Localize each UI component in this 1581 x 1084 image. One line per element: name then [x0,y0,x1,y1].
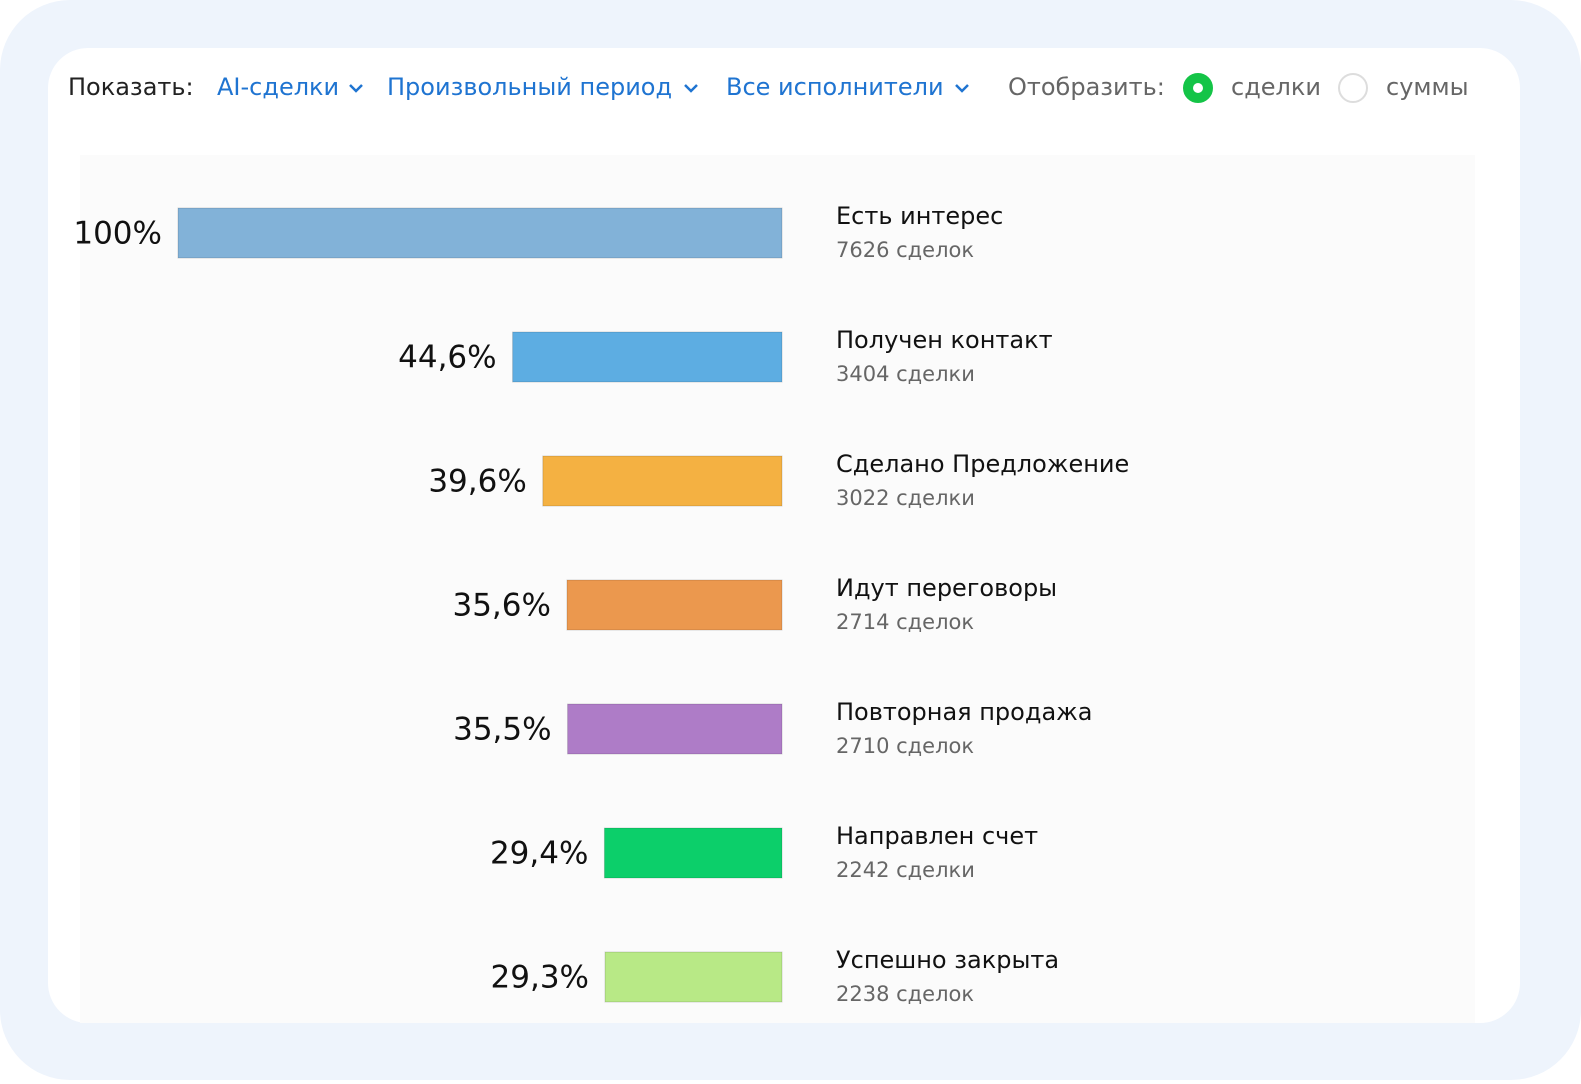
percent-label: 29,4% [490,836,588,872]
percent-label: 35,6% [452,588,550,624]
stage-name: Получен контакт [836,326,1053,354]
chevron[interactable] [349,84,363,93]
chart: 100% Есть интерес 7626 сделок 44,6% Получен … [73,202,1129,1006]
display-label: Отобразить: [1008,73,1165,101]
stage-count: 7626 сделок [836,238,974,262]
show-label: Показать: [68,73,194,101]
chevron[interactable] [955,84,969,93]
percent-label: 39,6% [428,464,526,500]
stage-name: Идут переговоры [836,574,1057,602]
funnel-bar [604,951,783,1003]
toolbar: Показать: AI-сделки Произвольный период Все… [68,73,1469,103]
percent-label: 35,5% [453,712,551,748]
funnel-bar [566,579,783,631]
stage-name: Направлен счет [836,822,1038,850]
funnel-bar [567,703,783,755]
radio-label[interactable]: суммы [1386,73,1469,101]
funnel-bar [603,827,783,879]
funnel-bar [542,455,783,507]
stage-count: 3022 сделки [836,486,975,510]
filter-dropdown[interactable]: Все исполнители [726,73,944,101]
stage-count: 2242 сделки [836,858,975,882]
radio-label[interactable]: сделки [1231,73,1321,101]
funnel-bar [177,207,783,259]
filter-dropdown[interactable]: AI-сделки [217,73,339,101]
stage-name: Успешно закрыта [836,946,1059,974]
radio-dot[interactable] [1193,83,1203,93]
radio[interactable] [1338,73,1368,103]
percent-label: 44,6% [398,340,496,376]
percent-label: 100% [73,216,162,252]
stage-name: Есть интерес [836,202,1003,230]
stage-name: Сделано Предложение [836,450,1129,478]
filter-dropdown[interactable]: Произвольный период [387,73,672,101]
stage-count: 3404 сделки [836,362,975,386]
stage-count: 2238 сделок [836,982,974,1006]
stage-count: 2710 сделок [836,734,974,758]
stage-count: 2714 сделок [836,610,974,634]
percent-label: 29,3% [491,960,589,996]
chevron[interactable] [684,84,698,93]
stage-name: Повторная продажа [836,698,1092,726]
funnel-bar [512,331,783,383]
